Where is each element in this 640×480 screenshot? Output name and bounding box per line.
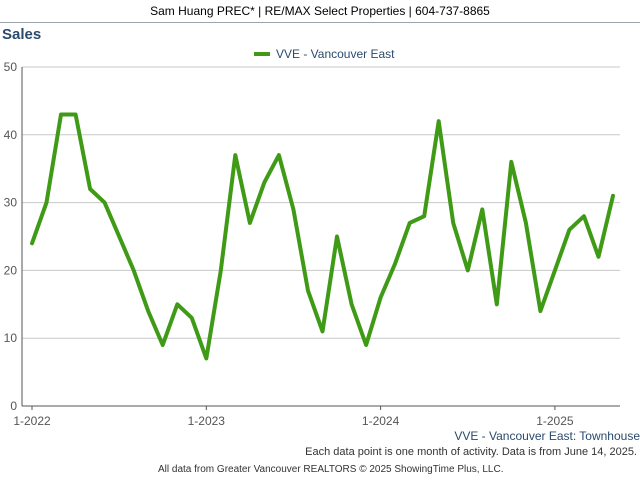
- x-tick-label: 1-2025: [536, 414, 574, 428]
- data-point: [553, 269, 556, 272]
- x-tick-label: 1-2023: [188, 414, 226, 428]
- data-point: [466, 269, 469, 272]
- x-tick-label: 1-2022: [13, 414, 51, 428]
- data-point: [234, 154, 237, 157]
- data-point: [147, 310, 150, 313]
- data-point: [423, 215, 426, 218]
- x-tick-label: 1-2024: [362, 414, 400, 428]
- y-tick-label: 10: [4, 331, 18, 345]
- y-tick-label: 0: [10, 399, 17, 413]
- data-point: [437, 120, 440, 123]
- data-point: [408, 221, 411, 224]
- data-point: [597, 255, 600, 258]
- data-point: [394, 262, 397, 265]
- y-tick-label: 40: [4, 128, 18, 142]
- data-point: [132, 269, 135, 272]
- data-point: [495, 303, 498, 306]
- data-point: [60, 113, 63, 116]
- data-point: [205, 357, 208, 360]
- agent-banner: Sam Huang PREC* | RE/MAX Select Properti…: [0, 0, 640, 23]
- data-point: [481, 208, 484, 211]
- data-point: [277, 154, 280, 157]
- data-point: [510, 160, 513, 163]
- data-source: All data from Greater Vancouver REALTORS…: [158, 464, 504, 475]
- data-point: [524, 221, 527, 224]
- data-point: [190, 316, 193, 319]
- data-point: [292, 208, 295, 211]
- data-point: [568, 228, 571, 231]
- data-point: [248, 221, 251, 224]
- y-tick-label: 30: [4, 196, 18, 210]
- data-point: [219, 269, 222, 272]
- data-note: Each data point is one month of activity…: [305, 446, 637, 458]
- data-point: [612, 194, 614, 197]
- data-point: [582, 215, 585, 218]
- data-point: [350, 303, 353, 306]
- data-point: [118, 235, 121, 238]
- data-point: [161, 343, 164, 346]
- data-point: [74, 113, 77, 116]
- data-point: [103, 201, 106, 204]
- data-point: [176, 303, 179, 306]
- legend-label: VVE - Vancouver East: [276, 47, 395, 61]
- data-point: [89, 188, 92, 191]
- data-point: [365, 343, 368, 346]
- data-point: [263, 181, 266, 184]
- chart-subtitle: VVE - Vancouver East: Townhouse: [454, 429, 640, 443]
- data-point: [306, 289, 309, 292]
- y-tick-label: 20: [4, 263, 18, 277]
- data-point: [379, 296, 382, 299]
- data-point: [336, 235, 339, 238]
- data-point: [321, 330, 324, 333]
- data-point: [452, 221, 455, 224]
- data-point: [45, 201, 48, 204]
- data-point: [539, 310, 542, 313]
- y-tick-label: 50: [4, 60, 18, 74]
- data-point: [31, 242, 33, 245]
- chart-title: Sales: [2, 26, 42, 43]
